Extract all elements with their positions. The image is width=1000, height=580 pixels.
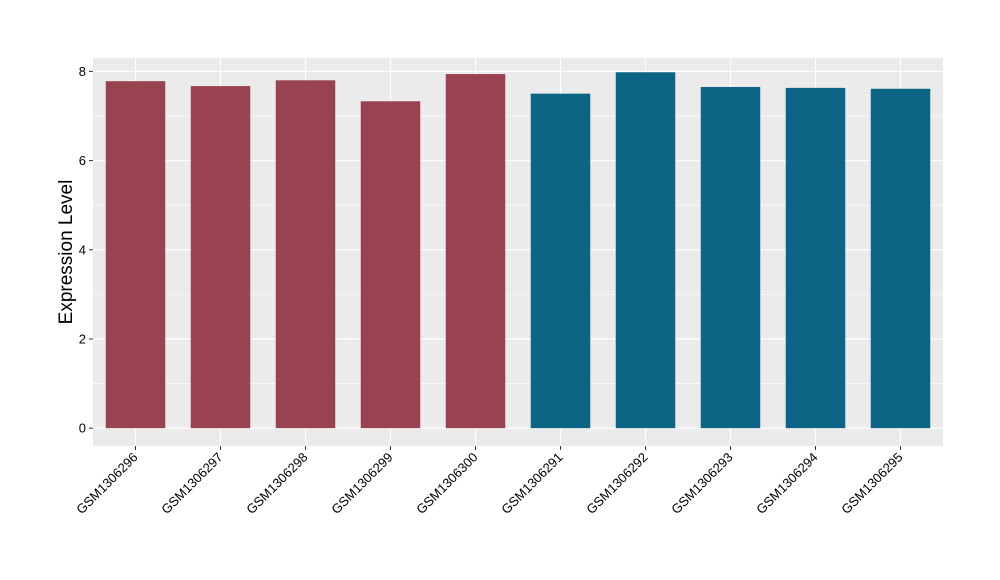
x-tick-label: GSM1306291 [498,450,565,517]
y-tick-label: 4 [79,242,86,257]
y-tick-label: 6 [79,153,86,168]
bar-gsm1306297 [190,86,251,429]
x-axis: GSM1306296 GSM1306297 GSM1306298 GSM1306299… [73,446,906,517]
bar-gsm1306291 [530,93,591,429]
bar-gsm1306298 [275,80,336,429]
x-tick-label: GSM1306292 [583,450,650,517]
x-tick-label: GSM1306295 [838,450,905,517]
bar-gsm1306294 [785,87,846,429]
y-axis-title: Expression Level [56,180,77,325]
bar-gsm1306296 [105,81,166,429]
x-tick-label: GSM1306300 [413,450,480,517]
x-tick-label: GSM1306299 [328,450,395,517]
y-tick-label: 8 [79,64,86,79]
bar-gsm1306299 [360,101,421,429]
x-tick-label: GSM1306294 [753,450,820,517]
bar-gsm1306292 [615,72,676,429]
x-tick-label: GSM1306298 [243,450,310,517]
y-axis: 0 2 4 6 8 [79,64,93,436]
bar-gsm1306300 [445,74,506,429]
x-tick-label: GSM1306293 [668,450,735,517]
y-tick-label: 2 [79,331,86,346]
x-tick-label: GSM1306297 [158,450,225,517]
bars [105,72,931,429]
bar-gsm1306293 [700,86,761,429]
x-tick-label: GSM1306296 [73,450,140,517]
bar-gsm1306295 [870,88,931,429]
y-tick-label: 0 [79,421,86,436]
